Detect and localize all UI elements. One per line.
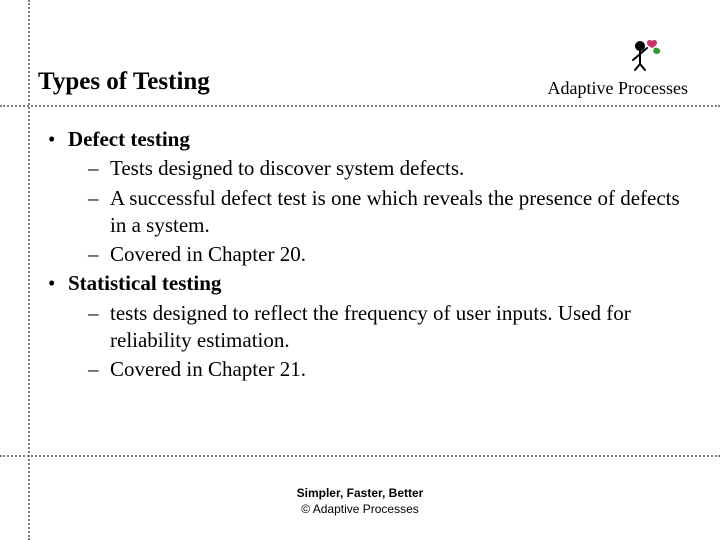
page-title: Types of Testing (38, 68, 210, 96)
sub-bullet: Covered in Chapter 20. (88, 241, 688, 268)
sub-bullet: Covered in Chapter 21. (88, 356, 688, 383)
bullet-label: Statistical testing (68, 271, 221, 295)
sub-bullet: Tests designed to discover system defect… (88, 155, 688, 182)
footer-tagline: Simpler, Faster, Better (0, 486, 720, 502)
bullet-statistical-testing: Statistical testing (48, 270, 688, 297)
bullet-label: Defect testing (68, 127, 190, 151)
footer: Simpler, Faster, Better © Adaptive Proce… (0, 486, 720, 517)
sub-bullet: tests designed to reflect the frequency … (88, 300, 688, 355)
horizontal-divider-top (0, 105, 720, 107)
content-body: Defect testing Tests designed to discove… (48, 126, 688, 386)
vertical-divider (28, 0, 30, 540)
brand-logo-icon (624, 34, 666, 72)
horizontal-divider-bottom (0, 455, 720, 457)
bullet-defect-testing: Defect testing (48, 126, 688, 153)
sub-bullet: A successful defect test is one which re… (88, 185, 688, 240)
brand-label: Adaptive Processes (548, 78, 688, 99)
footer-copyright: © Adaptive Processes (0, 502, 720, 518)
